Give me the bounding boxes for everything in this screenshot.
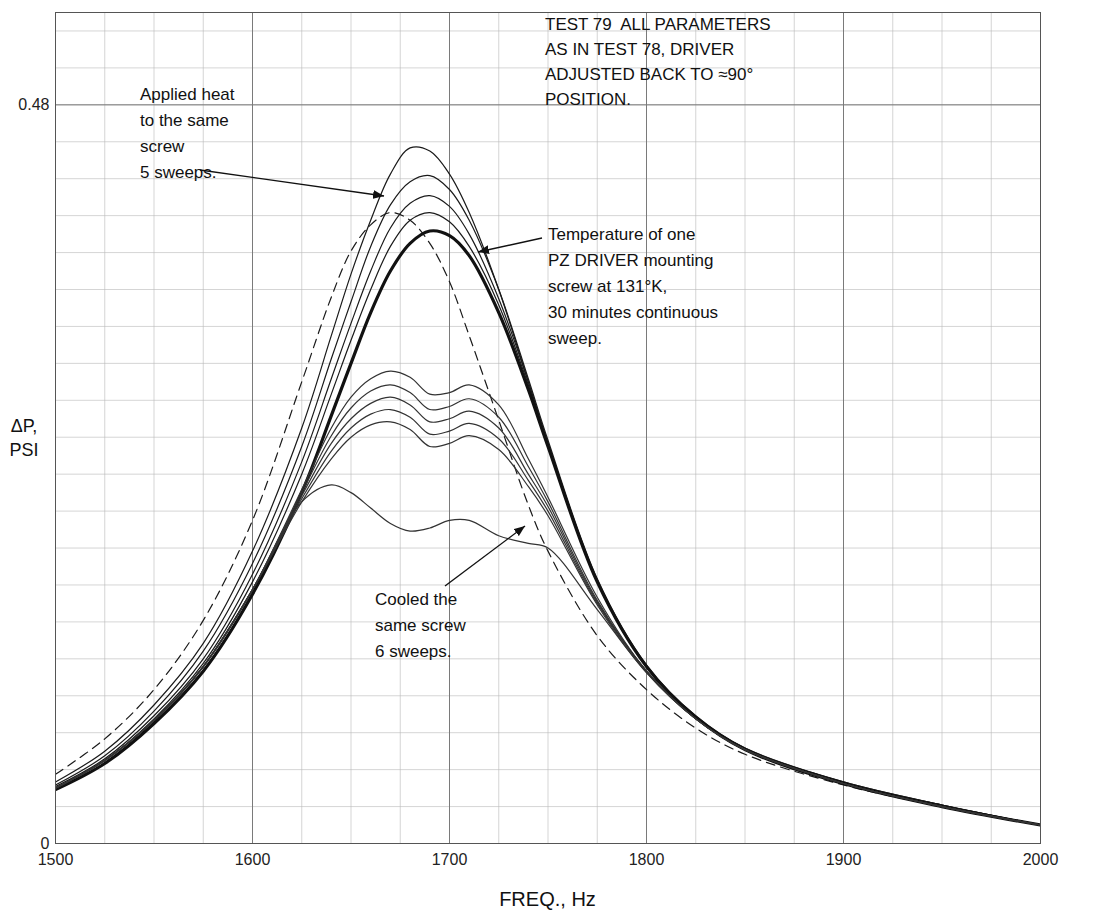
svg-text:Applied heatto the samescrew5: Applied heatto the samescrew5 sweeps.	[140, 85, 235, 182]
svg-text:FREQ., Hz: FREQ., Hz	[499, 888, 596, 910]
svg-text:1900: 1900	[826, 851, 862, 868]
svg-text:Temperature of onePZ DRIVER mo: Temperature of onePZ DRIVER mountingscre…	[548, 225, 718, 348]
svg-text:TEST 79 ALL PARAMETERSAS IN T: TEST 79 ALL PARAMETERSAS IN TEST 78, DRI…	[545, 15, 771, 109]
svg-text:1600: 1600	[235, 851, 271, 868]
svg-text:1500: 1500	[38, 851, 74, 868]
svg-text:1800: 1800	[629, 851, 665, 868]
svg-text:Cooled thesame screw6 sweeps.: Cooled thesame screw6 sweeps.	[375, 590, 466, 661]
svg-text:1700: 1700	[432, 851, 468, 868]
svg-text:0.48: 0.48	[18, 96, 49, 113]
svg-text:2000: 2000	[1023, 851, 1059, 868]
svg-text:ΔP,PSI: ΔP,PSI	[9, 416, 38, 460]
svg-text:0: 0	[41, 835, 50, 852]
